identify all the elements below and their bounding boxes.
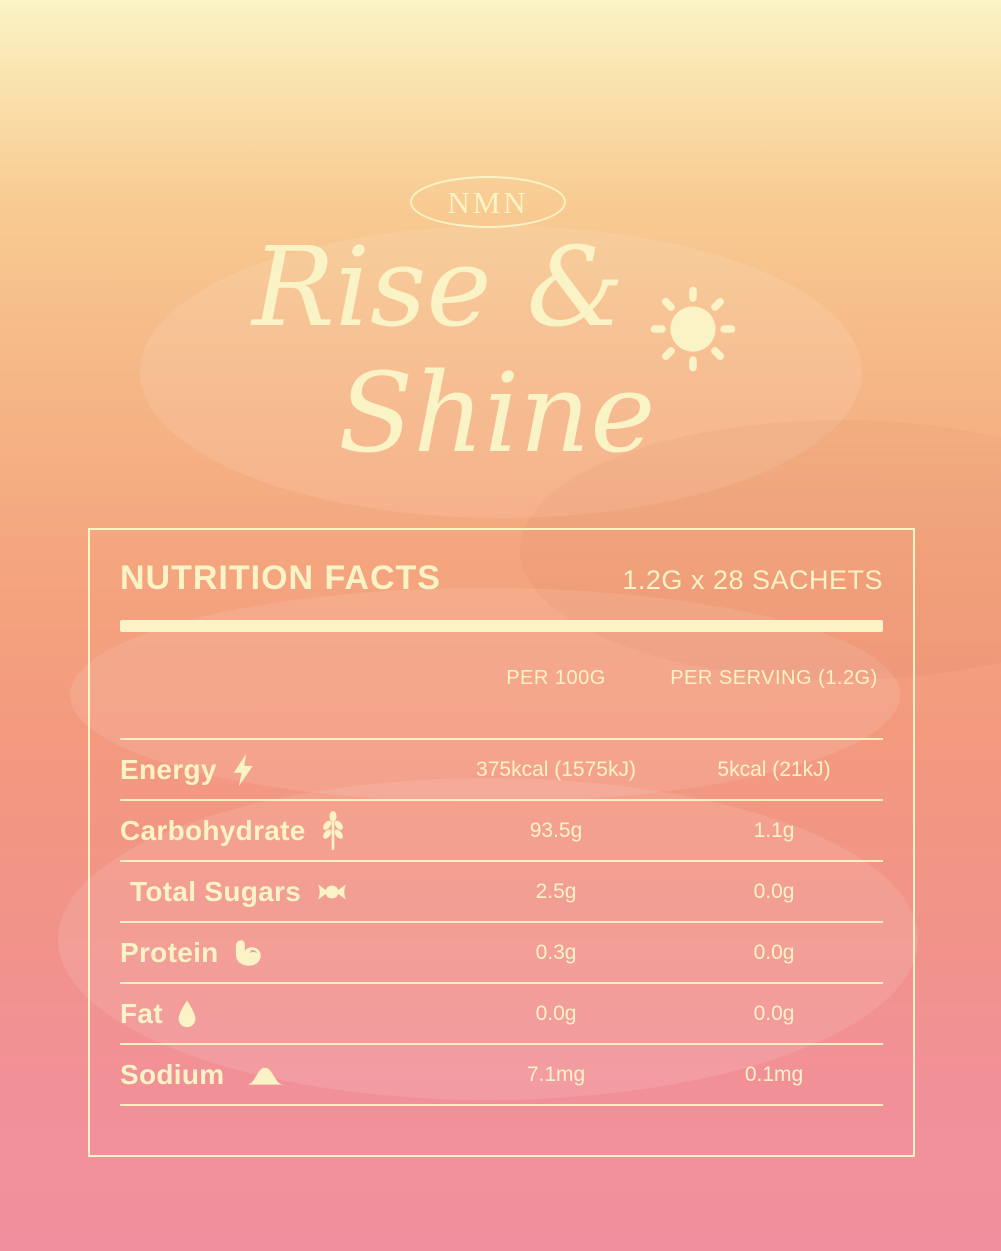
- value-per-serving: 1.1g: [753, 818, 795, 842]
- hero-title-line1: Rise &: [252, 223, 625, 351]
- value-per-serving: 0.0g: [753, 879, 795, 903]
- panel-header: NUTRITION FACTS 1.2G x 28 SACHETS: [120, 560, 883, 596]
- row-label-text: Fat: [120, 997, 163, 1029]
- nutrition-row-energy: Energy 375kcal (1575kJ) 5kcal (21kJ): [120, 738, 883, 801]
- nutrition-row-total-sugars: Total Sugars 2.5g 0.0g: [120, 862, 883, 923]
- row-label-text: Total Sugars: [130, 875, 302, 907]
- wheat-icon: [322, 810, 343, 850]
- nutrition-panel: NUTRITION FACTS 1.2G x 28 SACHETS PER 10…: [88, 528, 915, 1157]
- value-per-100g: 93.5g: [529, 818, 583, 842]
- sun-icon: [650, 286, 736, 372]
- lightning-icon: [233, 753, 253, 786]
- nutrition-row-fat: Fat 0.0g 0.0g: [120, 984, 883, 1045]
- value-per-100g: 375kcal (1575kJ): [476, 757, 636, 781]
- nutrition-table: Energy 375kcal (1575kJ) 5kcal (21kJ) Car…: [120, 738, 883, 1106]
- column-headers: PER 100G PER SERVING (1.2G): [120, 666, 883, 690]
- value-per-100g: 0.3g: [535, 940, 577, 964]
- background-blob: [140, 226, 862, 518]
- row-label-text: Sodium: [120, 1058, 225, 1090]
- row-label-text: Protein: [120, 936, 219, 968]
- panel-title: NUTRITION FACTS: [120, 559, 441, 597]
- value-per-100g: 2.5g: [535, 879, 577, 903]
- background-blob: [58, 778, 918, 1100]
- value-per-serving: 0.0g: [753, 1001, 795, 1025]
- column-header-per-serving: PER SERVING (1.2G): [670, 666, 878, 689]
- panel-subtitle: 1.2G x 28 SACHETS: [622, 565, 883, 595]
- brand-badge-text: NMN: [447, 184, 529, 220]
- candy-icon: [318, 883, 346, 900]
- muscle-icon: [235, 939, 261, 966]
- brand-badge: NMN: [410, 176, 566, 228]
- column-header-per-100g: PER 100G: [506, 666, 606, 689]
- nutrition-row-sodium: Sodium 7.1mg 0.1mg: [120, 1045, 883, 1106]
- salt-mound-icon: [247, 1067, 284, 1085]
- row-label-text: Energy: [120, 753, 217, 785]
- nutrition-row-protein: Protein 0.3g 0.0g: [120, 923, 883, 984]
- value-per-100g: 7.1mg: [526, 1062, 586, 1086]
- droplet-icon: [178, 999, 196, 1027]
- divider-bar: [120, 620, 883, 632]
- nutrition-row-carbohydrate: Carbohydrate 93.5g 1.1g: [120, 801, 883, 862]
- value-per-serving: 5kcal (21kJ): [717, 757, 831, 781]
- value-per-serving: 0.0g: [753, 940, 795, 964]
- row-label-text: Carbohydrate: [120, 814, 306, 846]
- value-per-100g: 0.0g: [535, 1001, 577, 1025]
- hero-title-line2: Shine: [338, 349, 656, 477]
- value-per-serving: 0.1mg: [744, 1062, 804, 1086]
